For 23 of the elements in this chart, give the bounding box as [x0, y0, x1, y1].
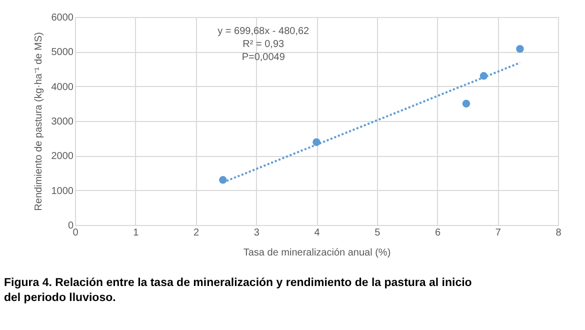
x-tick-label: 4	[314, 228, 320, 238]
x-tick-label: 5	[374, 228, 381, 238]
y-tick-label: 2000	[51, 151, 74, 162]
x-tick-label: 2	[193, 228, 200, 238]
y-tick-label: 6000	[51, 12, 74, 24]
y-tick-label: 0	[68, 220, 74, 232]
point	[516, 45, 524, 53]
x-tick-label: 1	[133, 228, 140, 238]
y-tick-label: 1000	[51, 186, 74, 197]
y-tick-label: 3000	[51, 116, 74, 128]
x-tick-label: 8	[556, 228, 562, 238]
annotation: R² = 0,93	[242, 39, 285, 50]
x-axis-title: Tasa de mineralización anual (%)	[243, 248, 391, 258]
y-tick-label: 5000	[51, 47, 74, 58]
annotation: y = 699,68x - 480,62	[218, 26, 310, 37]
point	[462, 100, 470, 108]
x-tick-label: 7	[495, 228, 502, 238]
y-tick-label: 4000	[51, 82, 74, 93]
text: Figura 4. Relación entre la tasa de mineralización y rendimiento de la pastura al inicio del periodo lluvioso.	[4, 277, 472, 304]
x-tick-label: 6	[434, 228, 441, 238]
y-axis-title: Rendimiento de pastura (kg·ha⁻¹ de MS)	[33, 32, 44, 211]
annotation: P=0,0049	[242, 52, 286, 63]
x-tick-label: 3	[254, 228, 260, 238]
